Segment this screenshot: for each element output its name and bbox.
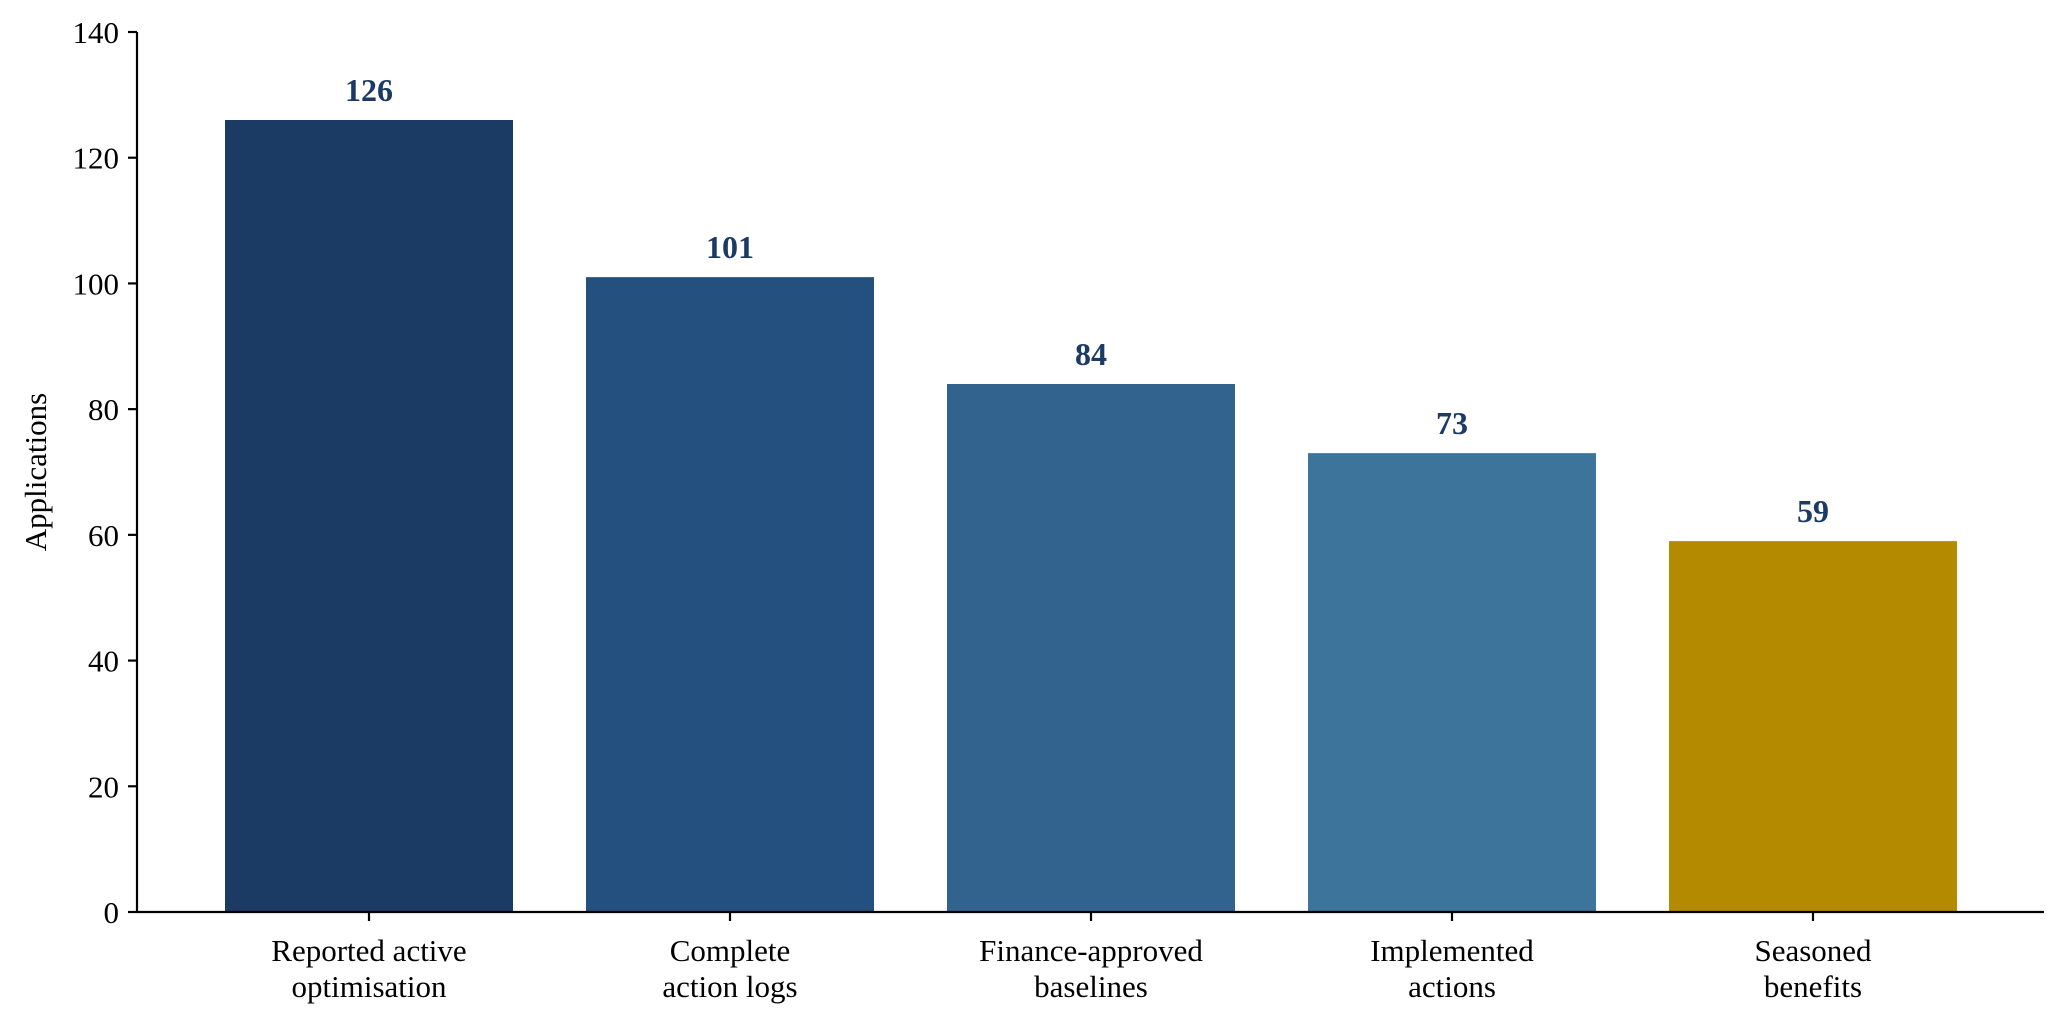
bar-2	[586, 277, 874, 913]
bar-3	[947, 384, 1235, 912]
bars	[225, 120, 1957, 913]
data-labels: 126 101 84 73 59	[345, 72, 1829, 529]
y-tick-label: 80	[88, 392, 119, 427]
bar-5	[1669, 541, 1957, 912]
data-label-4: 73	[1436, 405, 1468, 441]
x-tick-label-5: benefits	[1764, 969, 1862, 1004]
y-tick-label: 0	[104, 895, 120, 930]
y-tick-label: 100	[73, 266, 120, 301]
y-axis: 0 20 40 60 80 100 120 140	[73, 15, 139, 930]
x-tick-label-5: Seasoned	[1754, 933, 1872, 968]
x-tick-label-1: Reported active	[271, 933, 466, 968]
x-axis: Reported activeoptimisationCompleteactio…	[137, 910, 2044, 1004]
x-tick-label-4: actions	[1408, 969, 1496, 1004]
x-tick-label-1: optimisation	[292, 969, 448, 1004]
data-label-3: 84	[1075, 336, 1107, 372]
bar-1	[225, 120, 513, 912]
y-tick-label: 60	[88, 518, 119, 553]
x-tick-label-2: action logs	[662, 969, 797, 1004]
y-axis-title: Applications	[18, 393, 53, 551]
x-tick-label-3: baselines	[1034, 969, 1148, 1004]
bar-4	[1308, 453, 1596, 912]
data-label-2: 101	[706, 229, 754, 265]
y-tick-label: 40	[88, 644, 119, 679]
y-tick-label: 120	[73, 141, 120, 176]
x-tick-label-3: Finance-approved	[979, 933, 1203, 968]
y-tick-label: 140	[73, 15, 120, 50]
x-tick-label-4: Implemented	[1370, 933, 1534, 968]
data-label-5: 59	[1797, 493, 1829, 529]
x-tick-label-2: Complete	[670, 933, 791, 968]
y-tick-label: 20	[88, 769, 119, 804]
data-label-1: 126	[345, 72, 393, 108]
